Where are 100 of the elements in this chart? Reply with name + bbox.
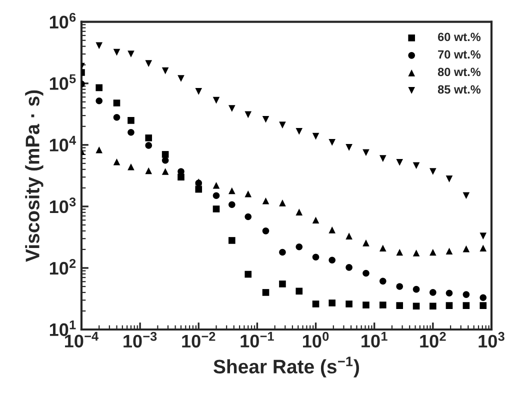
point [212,182,220,189]
point [312,216,320,224]
x-tick-label: 10$^{−2}$ [182,332,216,348]
point [480,302,487,309]
point [380,302,386,308]
point [178,75,184,82]
point [362,302,370,308]
y-axis-title: Viscosity (mPa · s) [25,90,44,262]
point [195,186,202,193]
point [296,128,303,135]
point [362,149,370,156]
point [462,302,470,309]
point [262,116,270,123]
point [346,144,352,151]
point [279,122,286,128]
point [362,240,370,246]
point [128,117,134,124]
point [380,155,386,162]
y-tick-label: 10$^{3}$ [50,197,76,214]
point [328,256,336,264]
point [462,245,470,252]
point [145,60,152,67]
point [362,270,370,277]
point [96,97,103,104]
point [113,158,120,166]
point [195,88,202,95]
point [412,250,420,256]
point [96,84,103,92]
point [128,163,134,170]
point [312,132,320,140]
point [346,264,352,271]
y-tick-label: 10$^{2}$ [50,258,76,275]
y-tick-label: 10$^{4}$ [50,136,76,152]
point [212,192,220,200]
point [480,232,487,240]
point [430,248,436,256]
point [328,226,336,234]
point [396,248,404,256]
point [279,200,286,206]
point [113,114,120,121]
point [228,105,236,112]
point [462,291,470,298]
point [312,300,320,308]
point [162,157,169,164]
point [96,42,103,50]
point [430,302,436,310]
x-tick-label: 10$^{0}$ [303,332,329,348]
legend-label: 80 wt.% [438,68,481,76]
point [396,283,404,290]
point [178,168,184,175]
legend-label: 60 wt.% [438,32,481,42]
point [296,288,303,295]
point [262,289,270,296]
point [228,237,236,244]
point [312,254,320,261]
point [212,206,220,212]
point [262,228,270,234]
x-tick-label: 10$^{−3}$ [124,332,157,348]
point [380,244,386,252]
point [128,50,134,58]
x-tick-label: 10$^{2}$ [420,332,446,348]
point [113,100,120,106]
point [412,162,420,170]
point [113,48,120,56]
point [96,146,103,154]
point [296,244,303,250]
point [396,302,404,309]
point [145,134,152,142]
point [279,280,286,288]
point [446,302,453,309]
point [480,244,487,252]
point [462,192,470,200]
point [480,294,487,302]
x-tick-label: 10$^{1}$ [362,332,388,348]
point [412,286,420,293]
point [380,278,386,285]
point [244,270,252,278]
point [212,96,220,104]
point [145,142,152,149]
point [412,302,420,310]
point [430,289,436,296]
x-axis-title: Shear Rate (s$^{−1}$) [214,356,359,378]
y-tick-label: 10$^{5}$ [50,74,76,90]
y-tick-label: 10$^{6}$ [50,12,76,29]
point [446,290,453,297]
point [446,176,453,182]
legend-label: 70 wt.% [438,50,481,59]
point [296,208,303,216]
point [128,128,134,136]
point [162,168,169,175]
legend-label: 85 wt.% [438,85,481,94]
point [430,168,436,175]
point [228,201,236,208]
point [328,138,336,146]
point [228,187,236,194]
point [328,300,336,306]
point [396,158,404,166]
point [162,151,169,158]
x-tick-label: 10$^{3}$ [478,332,504,348]
point [279,248,286,256]
